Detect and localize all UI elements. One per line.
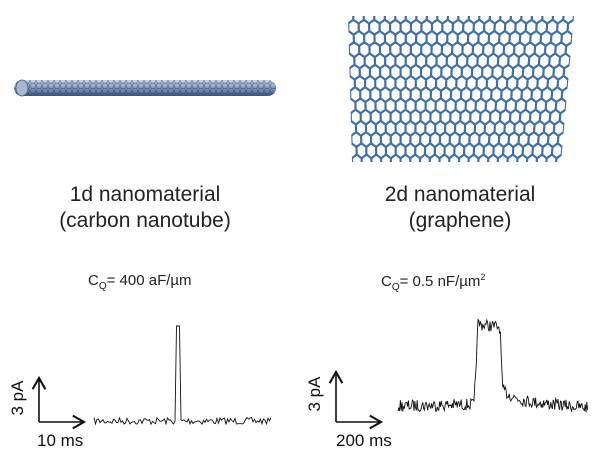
right-cq-superscript: 2 bbox=[480, 272, 486, 282]
right-scale-y-label: 3 pA bbox=[305, 376, 324, 412]
right-cq-symbol: C bbox=[381, 273, 392, 290]
left-scale-y-label: 3 pA bbox=[8, 380, 27, 416]
left-cq-subscript: Q bbox=[98, 281, 107, 292]
left-caption: 1d nanomaterial (carbon nanotube) bbox=[20, 182, 270, 234]
left-cq-value: = 400 aF/µm bbox=[106, 272, 192, 289]
graphene-lattice bbox=[348, 16, 574, 162]
right-quantum-capacitance-label: CQ= 0.5 nF/µm2 bbox=[381, 272, 485, 293]
left-cq-symbol: C bbox=[88, 272, 99, 289]
nanotube-current-trace bbox=[93, 325, 272, 426]
right-scale-x-label: 200 ms bbox=[336, 431, 392, 450]
left-quantum-capacitance-label: CQ= 400 aF/µm bbox=[88, 272, 192, 292]
left-caption-line1: 1d nanomaterial bbox=[69, 183, 221, 206]
graphene-current-trace bbox=[397, 318, 589, 413]
left-scale-x-label: 10 ms bbox=[37, 431, 84, 450]
right-caption-line2: (graphene) bbox=[408, 209, 512, 232]
right-caption-line1: 2d nanomaterial bbox=[384, 183, 536, 206]
right-cq-subscript: Q bbox=[391, 282, 400, 293]
right-caption: 2d nanomaterial (graphene) bbox=[335, 182, 585, 234]
right-cq-value: = 0.5 nF/µm bbox=[399, 273, 481, 290]
left-caption-line2: (carbon nanotube) bbox=[59, 209, 231, 232]
